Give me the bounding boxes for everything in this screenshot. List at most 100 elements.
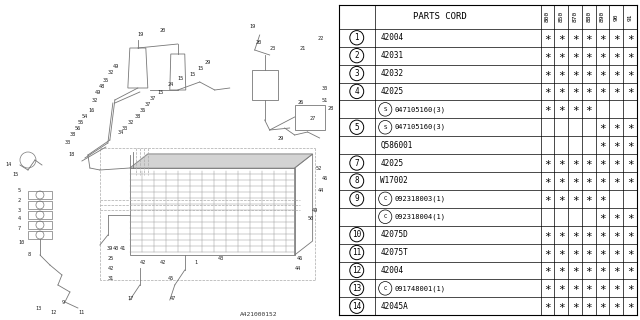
- Text: ∗: ∗: [572, 86, 579, 96]
- Text: ∗: ∗: [572, 248, 579, 258]
- Text: ∗: ∗: [613, 283, 620, 293]
- Text: 24: 24: [168, 83, 174, 87]
- Text: 52: 52: [316, 165, 322, 171]
- Text: 41: 41: [120, 245, 126, 251]
- Text: 4: 4: [355, 87, 359, 96]
- Text: 54: 54: [82, 114, 88, 118]
- Text: 32: 32: [92, 98, 98, 102]
- Text: 5: 5: [18, 188, 21, 193]
- Text: ∗: ∗: [586, 176, 592, 186]
- Text: 9: 9: [62, 300, 65, 305]
- Text: ∗: ∗: [599, 248, 606, 258]
- Text: ∗: ∗: [572, 33, 579, 43]
- Text: ∗: ∗: [613, 158, 620, 168]
- Text: C: C: [383, 196, 387, 201]
- Text: 880: 880: [586, 11, 591, 22]
- Text: 1: 1: [355, 33, 359, 42]
- Text: ∗: ∗: [627, 122, 634, 132]
- Text: ∗: ∗: [544, 194, 551, 204]
- Text: 38: 38: [135, 114, 141, 118]
- Text: ∗: ∗: [599, 283, 606, 293]
- Text: ∗: ∗: [599, 266, 606, 276]
- Text: ∗: ∗: [586, 230, 592, 240]
- Bar: [28, 211, 52, 219]
- Text: ∗: ∗: [572, 266, 579, 276]
- Text: ∗: ∗: [599, 51, 606, 61]
- Text: ∗: ∗: [613, 230, 620, 240]
- Text: ∗: ∗: [613, 140, 620, 150]
- Text: ∗: ∗: [599, 301, 606, 311]
- Text: 37: 37: [145, 102, 151, 108]
- Text: 23: 23: [269, 45, 276, 51]
- Text: ∗: ∗: [599, 33, 606, 43]
- Text: 44: 44: [294, 266, 301, 270]
- Text: 9: 9: [355, 194, 359, 203]
- Text: 20: 20: [256, 39, 262, 44]
- Text: ∗: ∗: [586, 301, 592, 311]
- Text: ∗: ∗: [627, 140, 634, 150]
- Text: ∗: ∗: [572, 301, 579, 311]
- Text: PARTS CORD: PARTS CORD: [413, 12, 467, 21]
- Text: ∗: ∗: [544, 266, 551, 276]
- Text: ∗: ∗: [627, 230, 634, 240]
- Text: ∗: ∗: [572, 194, 579, 204]
- Text: 49: 49: [113, 63, 119, 68]
- Text: 39: 39: [107, 245, 113, 251]
- Text: ∗: ∗: [544, 104, 551, 114]
- Text: ∗: ∗: [558, 104, 564, 114]
- Text: ∗: ∗: [558, 283, 564, 293]
- Text: 22: 22: [317, 36, 324, 42]
- Text: ∗: ∗: [558, 176, 564, 186]
- Text: ∗: ∗: [572, 283, 579, 293]
- Text: ∗: ∗: [627, 33, 634, 43]
- Text: 19: 19: [138, 33, 144, 37]
- Text: S: S: [383, 107, 387, 112]
- Text: ∗: ∗: [586, 51, 592, 61]
- Text: ∗: ∗: [586, 68, 592, 78]
- Text: 42: 42: [160, 260, 166, 265]
- Text: ∗: ∗: [586, 283, 592, 293]
- Text: 10: 10: [18, 239, 24, 244]
- Text: 13: 13: [35, 306, 41, 310]
- Text: ∗: ∗: [544, 230, 551, 240]
- Text: ∗: ∗: [627, 248, 634, 258]
- Text: ∗: ∗: [613, 51, 620, 61]
- Text: 49: 49: [95, 91, 101, 95]
- Text: 25: 25: [108, 255, 114, 260]
- Text: ∗: ∗: [599, 158, 606, 168]
- Text: 8: 8: [28, 252, 31, 258]
- Text: 13: 13: [352, 284, 362, 293]
- Text: 37: 37: [150, 97, 156, 101]
- Text: 48: 48: [99, 84, 105, 90]
- Text: ∗: ∗: [558, 86, 564, 96]
- Text: 15: 15: [190, 73, 196, 77]
- Text: 10: 10: [352, 230, 362, 239]
- Text: 800: 800: [545, 11, 550, 22]
- Text: ∗: ∗: [586, 194, 592, 204]
- Text: 11: 11: [352, 248, 362, 257]
- Text: ∗: ∗: [586, 33, 592, 43]
- Text: 33: 33: [122, 125, 128, 131]
- Text: 90: 90: [614, 13, 619, 20]
- Text: ∗: ∗: [558, 230, 564, 240]
- Text: 047105160(3): 047105160(3): [394, 106, 445, 113]
- Text: ∗: ∗: [586, 86, 592, 96]
- Text: 42075D: 42075D: [380, 230, 408, 239]
- Text: 12: 12: [352, 266, 362, 275]
- Text: 42004: 42004: [380, 33, 403, 42]
- Text: C: C: [383, 214, 387, 219]
- Text: ∗: ∗: [599, 86, 606, 96]
- Text: 890: 890: [600, 11, 605, 22]
- Text: 19: 19: [250, 23, 256, 28]
- Text: 15: 15: [158, 91, 164, 95]
- Text: 42075T: 42075T: [380, 248, 408, 257]
- Bar: [28, 191, 52, 199]
- Text: 50: 50: [308, 215, 314, 220]
- Text: ∗: ∗: [627, 176, 634, 186]
- Text: ∗: ∗: [627, 158, 634, 168]
- Text: 17: 17: [128, 295, 134, 300]
- Text: 3: 3: [18, 207, 21, 212]
- Text: ∗: ∗: [572, 158, 579, 168]
- Text: 42032: 42032: [380, 69, 403, 78]
- Text: ∗: ∗: [572, 176, 579, 186]
